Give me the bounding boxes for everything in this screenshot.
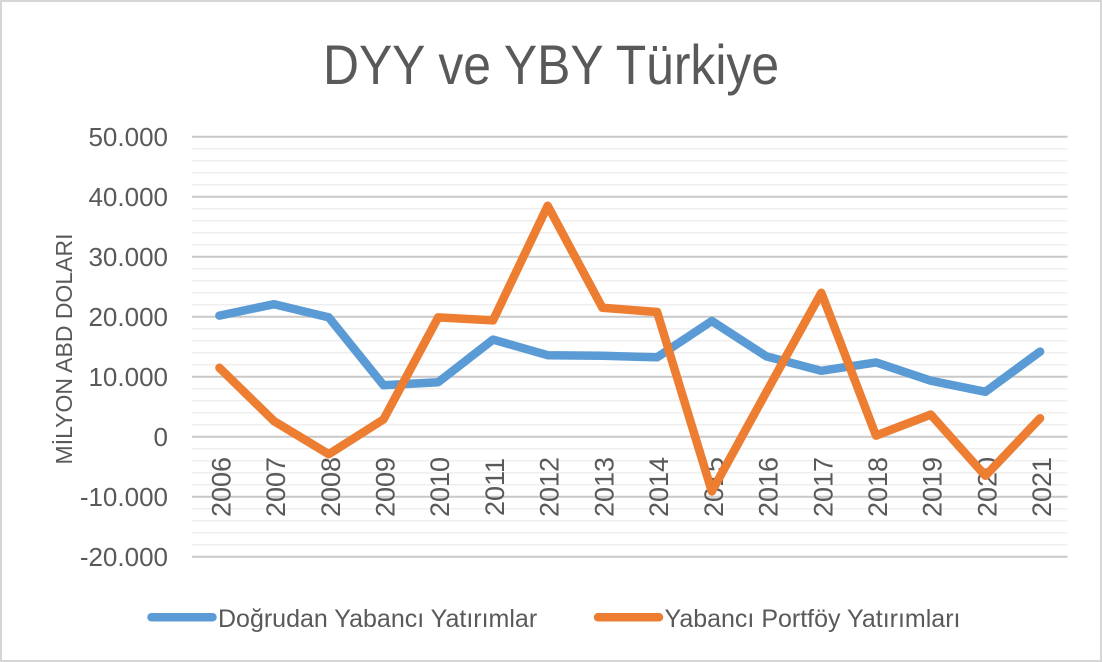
svg-text:2021: 2021 bbox=[1027, 457, 1057, 517]
svg-text:2013: 2013 bbox=[589, 457, 619, 517]
svg-text:50.000: 50.000 bbox=[88, 122, 168, 152]
svg-text:2009: 2009 bbox=[371, 457, 401, 517]
svg-text:-10.000: -10.000 bbox=[80, 482, 168, 512]
svg-text:2019: 2019 bbox=[918, 457, 948, 517]
svg-text:MİLYON ABD DOLARI: MİLYON ABD DOLARI bbox=[51, 234, 77, 465]
svg-text:2017: 2017 bbox=[808, 457, 838, 517]
svg-text:2006: 2006 bbox=[206, 457, 236, 517]
svg-text:2011: 2011 bbox=[480, 458, 510, 516]
svg-text:Doğrudan Yabancı Yatırımlar: Doğrudan Yabancı Yatırımlar bbox=[218, 605, 537, 633]
svg-text:40.000: 40.000 bbox=[88, 182, 168, 212]
svg-text:2012: 2012 bbox=[535, 457, 565, 517]
svg-text:2010: 2010 bbox=[425, 457, 455, 517]
svg-text:0: 0 bbox=[154, 422, 168, 452]
svg-text:2016: 2016 bbox=[754, 457, 784, 517]
svg-text:20.000: 20.000 bbox=[88, 302, 168, 332]
svg-text:2008: 2008 bbox=[316, 457, 346, 517]
svg-text:-20.000: -20.000 bbox=[80, 542, 168, 572]
svg-text:2018: 2018 bbox=[863, 457, 893, 517]
svg-text:DYY ve YBY Türkiye: DYY ve YBY Türkiye bbox=[323, 34, 779, 96]
svg-text:30.000: 30.000 bbox=[88, 242, 168, 272]
svg-text:2014: 2014 bbox=[644, 457, 674, 517]
svg-text:10.000: 10.000 bbox=[88, 362, 168, 392]
svg-text:2007: 2007 bbox=[261, 457, 291, 517]
svg-text:Yabancı Portföy Yatırımları: Yabancı Portföy Yatırımları bbox=[665, 605, 961, 633]
